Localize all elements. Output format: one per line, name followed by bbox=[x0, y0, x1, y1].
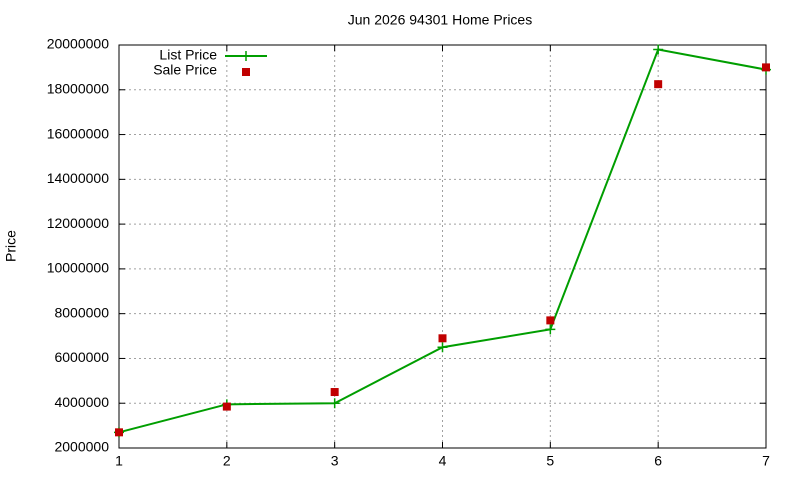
y-tick-label: 6000000 bbox=[54, 349, 109, 365]
point-marker bbox=[546, 316, 555, 325]
legend-swatch bbox=[242, 68, 250, 76]
legend-label: Sale Price bbox=[153, 62, 217, 78]
point-marker bbox=[437, 342, 448, 353]
point-marker bbox=[762, 63, 770, 72]
plot-frame bbox=[118, 44, 767, 449]
x-tick-label: 4 bbox=[439, 453, 447, 469]
y-tick-label: 8000000 bbox=[54, 304, 109, 320]
y-tick-label: 16000000 bbox=[47, 125, 110, 141]
x-tick-label: 3 bbox=[331, 453, 339, 469]
y-tick-label: 20000000 bbox=[47, 36, 110, 52]
point-marker bbox=[545, 324, 556, 335]
x-tick-label: 1 bbox=[115, 453, 123, 469]
point-marker bbox=[222, 402, 231, 411]
y-axis-label: Price bbox=[3, 230, 19, 262]
y-tick-label: 12000000 bbox=[47, 215, 110, 231]
point-marker bbox=[653, 44, 664, 55]
y-tick-label: 18000000 bbox=[47, 80, 110, 96]
chart-title: Jun 2026 94301 Home Prices bbox=[348, 12, 532, 28]
x-tick-label: 7 bbox=[762, 453, 770, 469]
y-tick-label: 4000000 bbox=[54, 394, 109, 410]
x-tick-label: 6 bbox=[654, 453, 662, 469]
point-marker bbox=[115, 428, 123, 437]
y-tick-label: 14000000 bbox=[47, 170, 110, 186]
point-marker bbox=[329, 398, 340, 409]
x-tick-label: 5 bbox=[546, 453, 554, 469]
point-marker bbox=[654, 80, 663, 89]
legend-label: List Price bbox=[159, 47, 217, 63]
legend-swatch bbox=[241, 51, 251, 61]
x-tick-label: 2 bbox=[223, 453, 231, 469]
point-marker bbox=[330, 388, 339, 397]
y-tick-label: 10000000 bbox=[47, 260, 110, 276]
point-marker bbox=[438, 334, 447, 343]
y-tick-label: 2000000 bbox=[54, 439, 109, 455]
